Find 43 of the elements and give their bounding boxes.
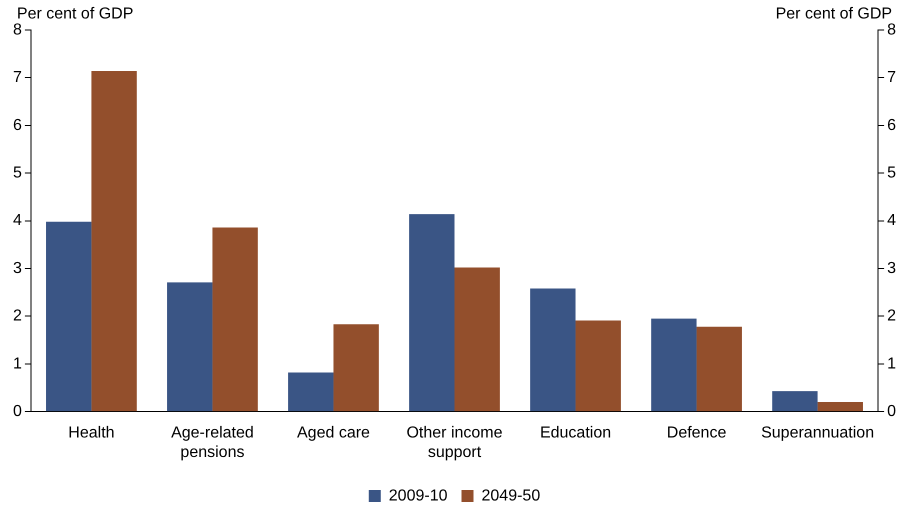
- bar: [530, 288, 576, 412]
- y2-tick-label: 6: [887, 116, 896, 134]
- x-tick-label: Education: [540, 424, 612, 442]
- bar: [167, 282, 212, 412]
- legend-label: 2009-10: [388, 487, 448, 504]
- y-tick-label: 8: [12, 21, 22, 38]
- x-tick-label: Age-related pensions: [171, 424, 254, 461]
- bar: [46, 222, 92, 412]
- y2-tick-label: 0: [887, 403, 896, 420]
- y2-axis-title: Per cent of GDP: [776, 5, 892, 22]
- y-tick-label: 2: [12, 308, 22, 325]
- bar: [772, 391, 818, 412]
- y-tick-label: 7: [12, 69, 22, 86]
- y2-tick-label: 3: [887, 260, 896, 277]
- bar: [576, 320, 621, 412]
- x-tick-label: Other income support: [406, 424, 503, 461]
- y2-tick-label: 5: [887, 164, 896, 182]
- bar: [288, 372, 334, 412]
- x-tick-label: Superannuation: [761, 424, 874, 442]
- bar: [333, 324, 379, 412]
- y2-tick-label: 1: [887, 355, 896, 372]
- y2-tick-label: 2: [887, 308, 896, 325]
- bar: [409, 214, 454, 412]
- y2-tick-label: 4: [887, 212, 896, 230]
- y2-tick-label: 7: [887, 69, 896, 86]
- x-tick-label: Aged care: [297, 424, 370, 442]
- bar: [454, 268, 500, 412]
- y-tick-label: 1: [12, 355, 22, 372]
- bar: [818, 402, 863, 412]
- legend-label: 2049-50: [482, 487, 540, 504]
- y-tick-label: 0: [12, 403, 22, 420]
- bar: [696, 326, 742, 412]
- y-tick-label: 5: [12, 164, 22, 182]
- y-tick-label: 3: [12, 260, 22, 277]
- y2-tick-label: 8: [887, 21, 896, 38]
- y-tick-label: 4: [12, 212, 22, 230]
- y-tick-label: 6: [12, 116, 22, 134]
- bar: [91, 71, 137, 412]
- y-axis-title: Per cent of GDP: [16, 5, 134, 22]
- bar: [212, 227, 258, 412]
- bar: [651, 318, 697, 412]
- x-tick-label: Defence: [666, 424, 726, 442]
- x-tick-label: Health: [68, 424, 115, 442]
